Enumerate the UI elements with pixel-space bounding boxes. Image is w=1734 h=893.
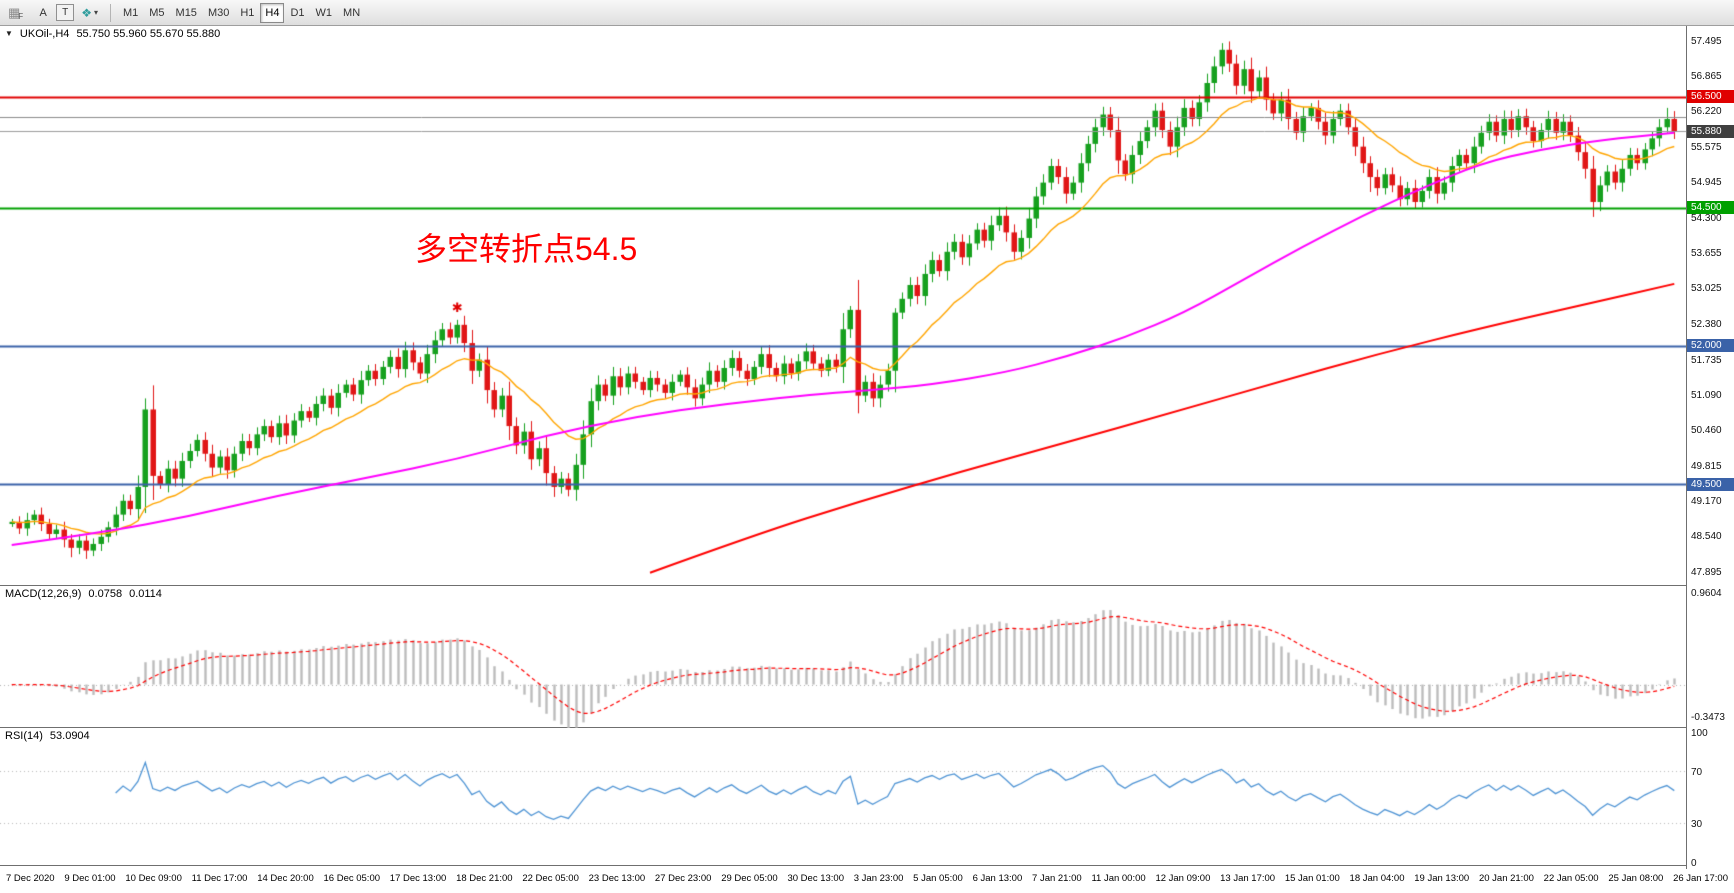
price-level-badge: 49.500 <box>1687 477 1734 491</box>
price-axis-label: 55.575 <box>1691 142 1722 154</box>
price-axis-label: 51.090 <box>1691 390 1722 402</box>
rsi-axis-label: 70 <box>1691 767 1703 778</box>
chart-area: ▼ UKOil-,H4 55.750 55.960 55.670 55.880 … <box>0 26 1686 866</box>
timeframe-button-h1[interactable]: H1 <box>240 6 255 19</box>
price-axis-label: 49.170 <box>1691 496 1722 508</box>
rsi-axis-label: 0 <box>1691 858 1697 869</box>
chart-title: ▼ UKOil-,H4 55.750 55.960 55.670 55.880 <box>5 28 220 40</box>
timeframe-button-d1[interactable]: D1 <box>290 6 305 19</box>
text-label-button[interactable]: A <box>39 6 47 19</box>
time-axis-label: 10 Dec 09:00 <box>125 873 182 884</box>
ohlc-values: 55.750 55.960 55.670 55.880 <box>76 28 221 40</box>
macd-title: MACD(12,26,9) <box>5 588 82 600</box>
time-axis-label: 29 Dec 05:00 <box>721 873 778 884</box>
grid-sub-label: F <box>18 12 24 21</box>
price-pane: ▼ UKOil-,H4 55.750 55.960 55.670 55.880 … <box>0 26 1686 586</box>
time-axis-label: 20 Jan 21:00 <box>1478 873 1534 884</box>
rsi-axis-label: 30 <box>1691 819 1703 830</box>
time-axis-label: 17 Dec 13:00 <box>389 873 447 884</box>
macd-axis-label: -0.3473 <box>1691 712 1725 724</box>
objects-style-button[interactable]: ❖ ▾ <box>76 3 103 23</box>
time-axis-label: 25 Jan 08:00 <box>1608 873 1664 884</box>
timeframe-button-m30[interactable]: M30 <box>207 6 230 19</box>
time-axis-label: 22 Jan 05:00 <box>1543 873 1599 884</box>
timeframe-button-m5[interactable]: M5 <box>149 6 165 19</box>
price-level-badge: 56.500 <box>1687 90 1734 104</box>
price-axis-label: 56.865 <box>1691 70 1722 82</box>
timeframe-toolbar: M1 M5 M15 M30 H1 H4 D1 W1 MN <box>118 2 365 23</box>
price-axis-label: 50.460 <box>1691 425 1722 437</box>
time-axis-label: 26 Jan 17:00 <box>1673 873 1728 884</box>
price-axis-label: 49.815 <box>1691 460 1722 472</box>
price-level-badge: 52.000 <box>1687 339 1734 353</box>
triangle-icon: ▼ <box>5 29 13 38</box>
time-axis-label: 7 Dec 2020 <box>6 873 55 884</box>
price-axis: 57.495 56.865 56.220 55.575 54.945 54.300 53.6… <box>1686 26 1734 869</box>
macd-header: MACD(12,26,9) 0.0758 0.0114 <box>5 588 162 600</box>
symbol-period-label: UKOil-,H4 <box>19 28 70 40</box>
price-axis-label: 54.945 <box>1691 176 1722 188</box>
rsi-pane: RSI(14) 53.0904 <box>0 728 1686 866</box>
price-axis-label: 51.735 <box>1691 354 1722 366</box>
time-axis-label: 18 Jan 04:00 <box>1349 873 1405 884</box>
timeframe-button-mn[interactable]: MN <box>343 6 361 19</box>
rsi-value: 53.0904 <box>49 730 90 742</box>
timeframe-button-w1[interactable]: W1 <box>315 6 333 19</box>
macd-canvas <box>0 586 1686 728</box>
time-axis-label: 9 Dec 01:00 <box>64 873 116 884</box>
rsi-title: RSI(14) <box>5 730 43 742</box>
price-axis-label: 53.655 <box>1691 248 1722 260</box>
time-axis-label: 23 Dec 13:00 <box>588 873 646 884</box>
annotation-text[interactable]: 多空转折点54.5 <box>415 231 638 267</box>
macd-axis-label: 0.9604 <box>1691 587 1722 599</box>
macd-value: 0.0758 <box>88 588 123 600</box>
timeframe-button-h4[interactable]: H4 <box>260 2 285 23</box>
grid-tool-button[interactable]: ▦ F <box>3 3 30 23</box>
time-axis-label: 14 Dec 20:00 <box>257 873 314 884</box>
time-axis-label: 11 Jan 00:00 <box>1091 873 1146 884</box>
price-axis-label: 54.300 <box>1691 212 1722 224</box>
time-axis-label: 11 Dec 17:00 <box>191 873 248 884</box>
time-axis-label: 18 Dec 21:00 <box>456 873 513 884</box>
price-level-badge: 54.500 <box>1687 201 1734 214</box>
price-chart-canvas[interactable] <box>0 26 1686 586</box>
time-axis-label: 5 Jan 05:00 <box>913 873 963 884</box>
objects-icon: ❖ <box>81 5 92 20</box>
time-axis-label: 22 Dec 05:00 <box>522 873 579 884</box>
price-axis-label: 52.380 <box>1691 318 1722 330</box>
macd-pane: MACD(12,26,9) 0.0758 0.0114 <box>0 586 1686 728</box>
time-axis-label: 30 Dec 13:00 <box>787 873 844 884</box>
price-axis-label: 57.495 <box>1691 35 1722 47</box>
chevron-down-icon: ▾ <box>93 8 98 17</box>
timeframe-button-m1[interactable]: M1 <box>122 6 139 19</box>
macd-signal-value: 0.0114 <box>129 588 162 600</box>
price-axis-label: 53.025 <box>1691 283 1722 295</box>
time-axis-label: 19 Jan 13:00 <box>1414 873 1470 884</box>
time-axis-label: 13 Jan 17:00 <box>1220 873 1276 884</box>
rsi-canvas <box>0 728 1686 866</box>
time-axis: 7 Dec 2020 9 Dec 01:00 10 Dec 09:00 11 Dec … <box>0 869 1734 893</box>
time-axis-label: 7 Jan 21:00 <box>1032 873 1082 884</box>
grid-icon: ▦ <box>8 5 21 20</box>
timeframe-button-m15[interactable]: M15 <box>175 6 197 19</box>
price-axis-label: 47.895 <box>1691 566 1722 578</box>
current-price-badge: 55.880 <box>1687 124 1734 138</box>
rsi-axis-label: 100 <box>1691 728 1708 739</box>
time-axis-label: 27 Dec 23:00 <box>654 873 712 884</box>
time-axis-label: 6 Jan 13:00 <box>972 873 1023 884</box>
toolbar-separator <box>109 3 111 22</box>
time-axis-label: 15 Jan 01:00 <box>1284 873 1340 884</box>
rsi-header: RSI(14) 53.0904 <box>5 730 90 742</box>
price-axis-label: 48.540 <box>1691 531 1722 543</box>
time-axis-label: 16 Dec 05:00 <box>323 873 381 884</box>
price-axis-label: 56.220 <box>1691 106 1722 118</box>
time-axis-label: 12 Jan 09:00 <box>1155 873 1211 884</box>
time-axis-label: 3 Jan 23:00 <box>853 873 904 884</box>
toolbar: ▦ F A T ❖ ▾ M1 M5 M15 M30 H1 H4 D1 W1 MN <box>0 0 1734 26</box>
text-tool-button[interactable]: T <box>56 4 75 21</box>
